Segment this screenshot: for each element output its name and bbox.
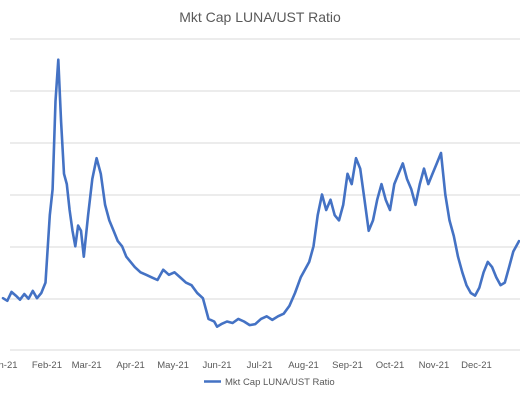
series-line-mkt-cap-luna-ust-ratio xyxy=(1,58,520,328)
x-tick-label: Oct-21 xyxy=(376,360,405,371)
x-tick-label: Apr-21 xyxy=(116,360,145,371)
x-axis-tick-labels: Jan-21 Feb-21 Mar-21 Apr-21 May-21 Jun-21 Jul-… xyxy=(0,360,492,371)
gridlines xyxy=(10,38,520,351)
x-tick-label: Jul-21 xyxy=(247,360,273,371)
x-tick-label: Nov-21 xyxy=(419,360,450,371)
x-tick-label: Dec-21 xyxy=(461,360,492,371)
x-tick-label: Mar-21 xyxy=(72,360,102,371)
legend: Mkt Cap LUNA/UST Ratio xyxy=(204,377,335,388)
x-tick-label: Jan-21 xyxy=(0,360,18,371)
chart-title: Mkt Cap LUNA/UST Ratio xyxy=(179,9,341,25)
x-tick-label: Jun-21 xyxy=(203,360,232,371)
x-tick-label: Feb-21 xyxy=(32,360,62,371)
x-tick-label: Sep-21 xyxy=(332,360,363,371)
x-tick-label: May-21 xyxy=(157,360,189,371)
legend-label: Mkt Cap LUNA/UST Ratio xyxy=(225,377,335,388)
x-tick-label: Aug-21 xyxy=(288,360,319,371)
